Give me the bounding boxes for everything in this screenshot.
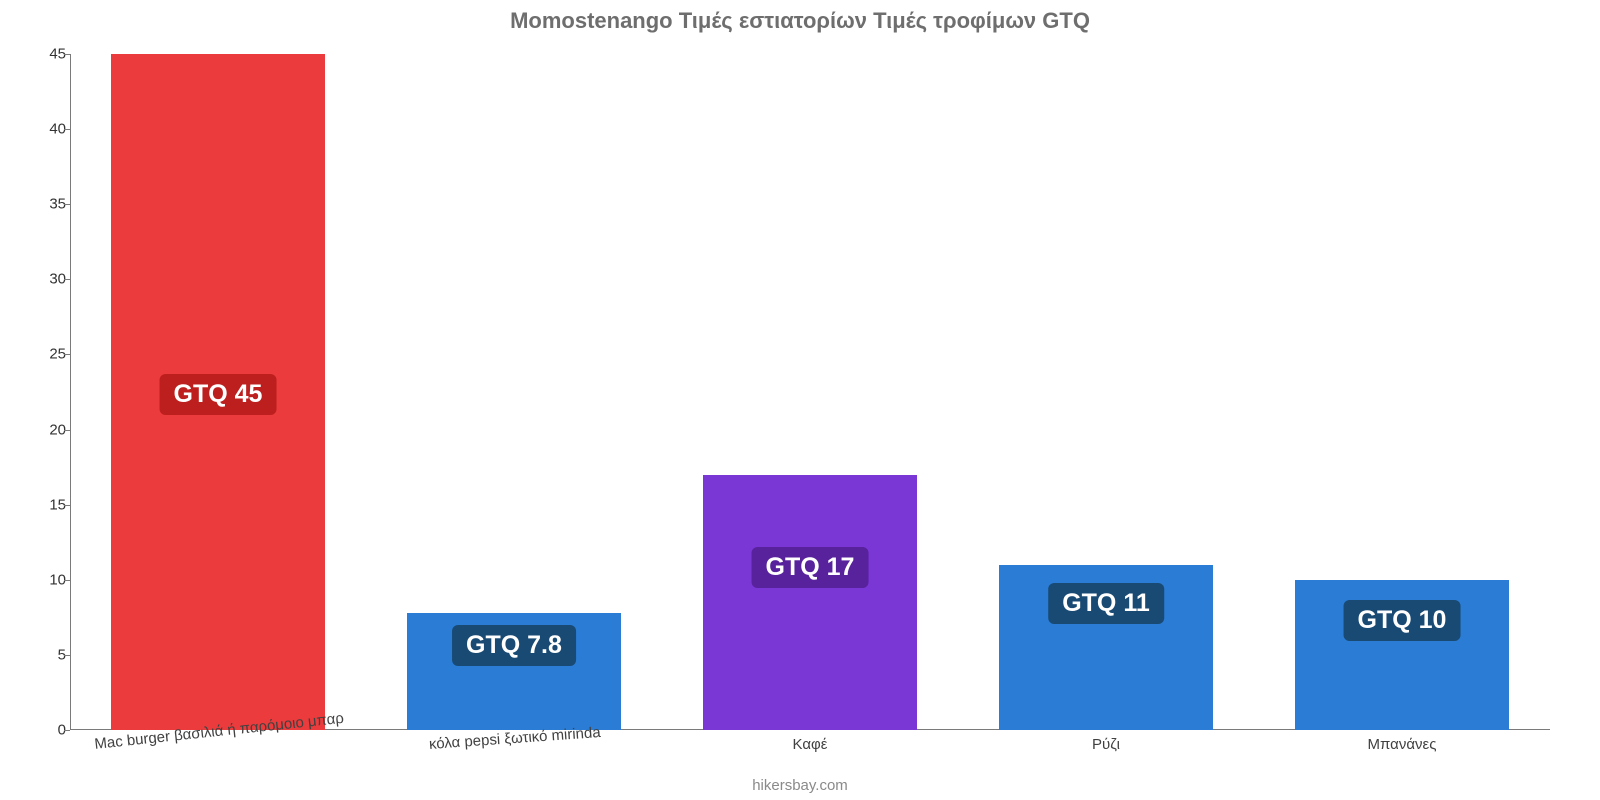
y-tick-label: 25 bbox=[26, 346, 66, 363]
y-tick-label: 40 bbox=[26, 121, 66, 138]
bars-container: GTQ 45Mac burger βασιλιά ή παρόμοιο μπαρ… bbox=[70, 54, 1550, 730]
value-badge: GTQ 7.8 bbox=[452, 625, 576, 666]
x-category-label: Μπανάνες bbox=[1368, 730, 1437, 753]
price-bar-chart: Momostenango Τιμές εστιατορίων Τιμές τρο… bbox=[0, 0, 1600, 800]
y-tick-label: 45 bbox=[26, 46, 66, 63]
chart-title: Momostenango Τιμές εστιατορίων Τιμές τρο… bbox=[0, 8, 1600, 34]
y-tick-label: 30 bbox=[26, 271, 66, 288]
bar: GTQ 7.8 bbox=[407, 613, 620, 730]
bar-slot: GTQ 7.8κόλα pepsi ξωτικό mirinda bbox=[366, 54, 662, 730]
bar-slot: GTQ 45Mac burger βασιλιά ή παρόμοιο μπαρ bbox=[70, 54, 366, 730]
bar: GTQ 17 bbox=[703, 475, 916, 730]
y-tick-label: 35 bbox=[26, 196, 66, 213]
bar-slot: GTQ 17Καφέ bbox=[662, 54, 958, 730]
y-tick-label: 15 bbox=[26, 496, 66, 513]
x-category-label: Ρύζι bbox=[1092, 730, 1120, 753]
y-tick-label: 20 bbox=[26, 421, 66, 438]
plot-area: 051015202530354045 GTQ 45Mac burger βασι… bbox=[70, 54, 1550, 730]
y-tick-mark bbox=[64, 730, 70, 731]
y-tick-label: 5 bbox=[26, 646, 66, 663]
value-badge: GTQ 10 bbox=[1344, 600, 1461, 641]
attribution-text: hikersbay.com bbox=[0, 777, 1600, 794]
bar-slot: GTQ 10Μπανάνες bbox=[1254, 54, 1550, 730]
value-badge: GTQ 45 bbox=[160, 374, 277, 415]
x-category-label: Καφέ bbox=[793, 730, 828, 753]
bar: GTQ 11 bbox=[999, 565, 1212, 730]
bar: GTQ 10 bbox=[1295, 580, 1508, 730]
bar-slot: GTQ 11Ρύζι bbox=[958, 54, 1254, 730]
y-tick-label: 0 bbox=[26, 722, 66, 739]
value-badge: GTQ 11 bbox=[1048, 583, 1164, 624]
value-badge: GTQ 17 bbox=[752, 547, 869, 588]
y-tick-label: 10 bbox=[26, 571, 66, 588]
bar: GTQ 45 bbox=[111, 54, 324, 730]
